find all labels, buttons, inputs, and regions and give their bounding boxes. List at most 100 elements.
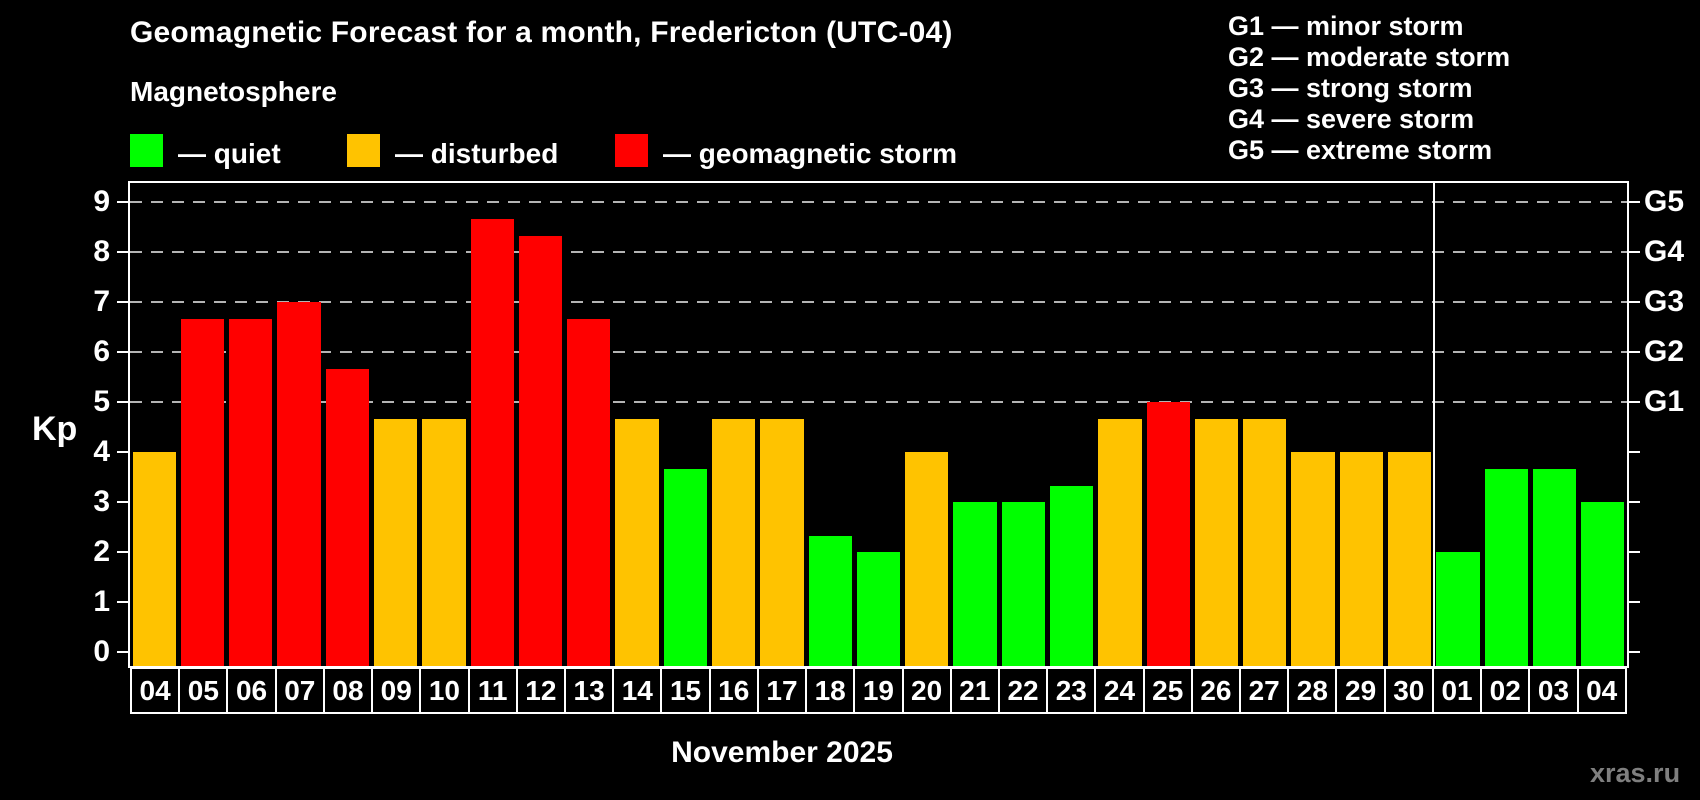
- x-axis-day-labels: 04 05 06 07 08 09 10 11 12 13 14 15 16 17 18 19 20 21 22 23…: [130, 667, 1627, 714]
- y-axis-label-6: 6: [93, 335, 110, 368]
- gridline-kp-6: [130, 351, 1627, 353]
- kp-bar-chart: [128, 181, 1629, 668]
- kp-bar-day-21: [953, 502, 997, 666]
- kp-bar-day-20: [905, 452, 949, 666]
- right-axis-tick-2: [1627, 551, 1640, 553]
- kp-bar-day-30: [1388, 452, 1432, 666]
- right-axis-tick-5: [1627, 401, 1640, 403]
- quiet-color-swatch: [130, 134, 163, 167]
- day-label-nov-13: 13: [563, 669, 612, 712]
- day-label-nov-16: 16: [708, 669, 757, 712]
- day-label-nov-18: 18: [805, 669, 853, 712]
- day-label-dec-02: 02: [1480, 669, 1528, 712]
- y-axis-label-1: 1: [93, 585, 110, 618]
- quiet-legend-label: — quiet: [178, 138, 281, 169]
- magnetosphere-subtitle: Magnetosphere: [130, 76, 337, 107]
- kp-bar-day-18: [808, 535, 852, 666]
- kp-bar-day-19: [856, 552, 901, 666]
- kp-bar-day-03: [1532, 468, 1577, 666]
- left-axis-tick-3: [117, 501, 130, 503]
- g-scale-legend: G1 — minor storm G2 — moderate storm G3 — …: [1228, 11, 1510, 166]
- gridline-kp-9: [130, 201, 1627, 203]
- kp-bar-day-27: [1243, 418, 1287, 666]
- day-label-nov-19: 19: [853, 669, 901, 712]
- kp-bar-day-07: [277, 302, 321, 666]
- g-axis-label-G5: G5: [1644, 185, 1685, 218]
- left-axis-tick-6: [117, 351, 130, 353]
- gridline-kp-7: [130, 301, 1627, 303]
- month-separator-line: [1432, 183, 1435, 666]
- g-legend-line: G3 — strong storm: [1228, 73, 1473, 103]
- g-axis-label-G4: G4: [1644, 235, 1685, 268]
- kp-bar-day-29: [1339, 452, 1384, 666]
- kp-bar-day-04: [132, 452, 176, 666]
- day-label-nov-12: 12: [515, 669, 564, 712]
- kp-bar-day-05: [180, 318, 225, 666]
- day-label-dec-04: 04: [1576, 669, 1625, 712]
- day-label-nov-29: 29: [1335, 669, 1383, 712]
- kp-bar-day-09: [373, 418, 418, 666]
- kp-bar-day-02: [1484, 468, 1528, 666]
- kp-bar-day-16: [711, 418, 756, 666]
- g-legend-line: G2 — moderate storm: [1228, 42, 1511, 72]
- right-axis-tick-7: [1627, 301, 1640, 303]
- g-axis-label-G3: G3: [1644, 285, 1685, 318]
- left-axis-tick-2: [117, 551, 130, 553]
- day-label-nov-05: 05: [178, 669, 226, 712]
- left-axis-tick-9: [117, 201, 130, 203]
- day-label-nov-24: 24: [1094, 669, 1142, 712]
- g-legend-line: G4 — severe storm: [1228, 104, 1475, 134]
- storm-color-swatch: [615, 134, 648, 167]
- y-axis-label-9: 9: [93, 185, 110, 218]
- left-axis-tick-8: [117, 251, 130, 253]
- day-label-nov-08: 08: [322, 669, 371, 712]
- day-label-nov-23: 23: [1046, 669, 1094, 712]
- y-axis-label-5: 5: [93, 385, 110, 418]
- kp-bar-day-25: [1146, 402, 1190, 666]
- day-label-nov-04: 04: [139, 674, 171, 706]
- kp-bar-day-14: [615, 418, 659, 666]
- kp-bar-day-08: [325, 368, 369, 666]
- g-axis-label-G2: G2: [1644, 335, 1685, 368]
- left-axis-tick-0: [117, 651, 130, 653]
- kp-bar-day-15: [663, 468, 707, 666]
- day-label-nov-10: 10: [419, 669, 467, 712]
- day-label-nov-07: 07: [274, 669, 323, 712]
- x-axis-title: November 2025: [671, 736, 893, 769]
- kp-bar-day-06: [229, 318, 273, 666]
- right-axis-tick-6: [1627, 351, 1640, 353]
- kp-bar-day-28: [1291, 452, 1335, 666]
- day-label-nov-09: 09: [371, 669, 419, 712]
- right-axis-tick-4: [1627, 451, 1640, 453]
- day-label-nov-21: 21: [949, 669, 998, 712]
- page-title: Geomagnetic Forecast for a month, Freder…: [130, 16, 953, 49]
- gridline-kp-8: [130, 251, 1627, 253]
- day-label-nov-17: 17: [756, 669, 805, 712]
- day-label-nov-15: 15: [660, 669, 708, 712]
- day-label-nov-26: 26: [1190, 669, 1239, 712]
- y-axis-title: Kp: [32, 410, 78, 448]
- left-axis-tick-4: [117, 451, 130, 453]
- day-label-nov-22: 22: [997, 669, 1046, 712]
- disturbed-color-swatch: [347, 134, 380, 167]
- y-axis-label-0: 0: [93, 635, 110, 668]
- kp-bar-day-24: [1098, 418, 1142, 666]
- kp-bar-day-22: [1001, 502, 1045, 666]
- disturbed-legend-label: — disturbed: [395, 138, 559, 169]
- g-axis-label-G1: G1: [1644, 385, 1685, 418]
- day-label-nov-28: 28: [1287, 669, 1335, 712]
- day-label-nov-20: 20: [901, 669, 950, 712]
- left-axis-tick-5: [117, 401, 130, 403]
- y-axis-label-2: 2: [93, 535, 110, 568]
- right-axis-tick-1: [1627, 601, 1640, 603]
- day-label-nov-27: 27: [1239, 669, 1287, 712]
- kp-bar-day-11: [470, 218, 514, 666]
- day-label-dec-03: 03: [1528, 669, 1576, 712]
- left-axis-tick-1: [117, 601, 130, 603]
- right-axis-tick-8: [1627, 251, 1640, 253]
- kp-bar-day-17: [760, 418, 804, 666]
- y-axis-label-8: 8: [93, 235, 110, 268]
- g-legend-line: G5 — extreme storm: [1228, 135, 1493, 165]
- gridline-kp-5: [130, 401, 1627, 403]
